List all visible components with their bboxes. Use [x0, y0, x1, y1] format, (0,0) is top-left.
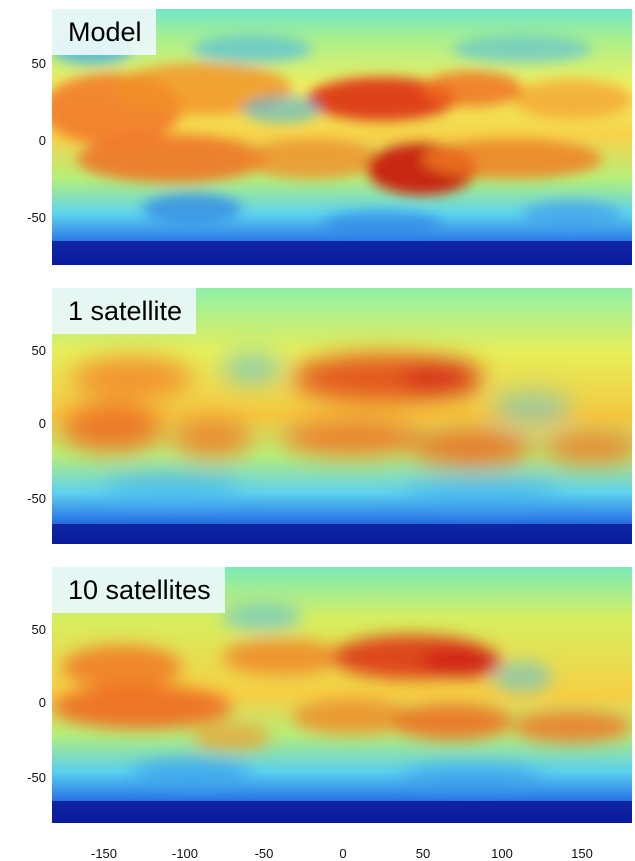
x-tick-label: -50 — [254, 846, 274, 861]
map-panel-model: Model — [52, 9, 632, 265]
x-tick-label: -100 — [171, 846, 199, 861]
map-panel-10-satellites: 10 satellites — [52, 567, 632, 823]
x-tick-label: 50 — [415, 846, 431, 861]
panel-title: 10 satellites — [52, 567, 225, 613]
y-tick-label: -50 — [27, 491, 46, 506]
y-tick-label: 0 — [38, 695, 46, 710]
y-tick-label: 50 — [31, 56, 46, 71]
x-tick-label: 150 — [571, 846, 593, 861]
y-tick-label: 0 — [38, 416, 46, 431]
y-tick-label: 50 — [31, 622, 46, 637]
x-tick-label: 100 — [491, 846, 513, 861]
y-tick-label: 0 — [38, 133, 46, 148]
y-tick-label: -50 — [27, 770, 46, 785]
map-panel-1-satellite: 1 satellite — [52, 288, 632, 544]
x-tick-label: 0 — [339, 846, 347, 861]
panel-title: 1 satellite — [52, 288, 197, 334]
heatmap-model — [52, 9, 632, 265]
panel-title: Model — [52, 9, 156, 55]
y-tick-label: -50 — [27, 210, 46, 225]
y-tick-label: 50 — [31, 343, 46, 358]
x-tick-label: -150 — [90, 846, 118, 861]
